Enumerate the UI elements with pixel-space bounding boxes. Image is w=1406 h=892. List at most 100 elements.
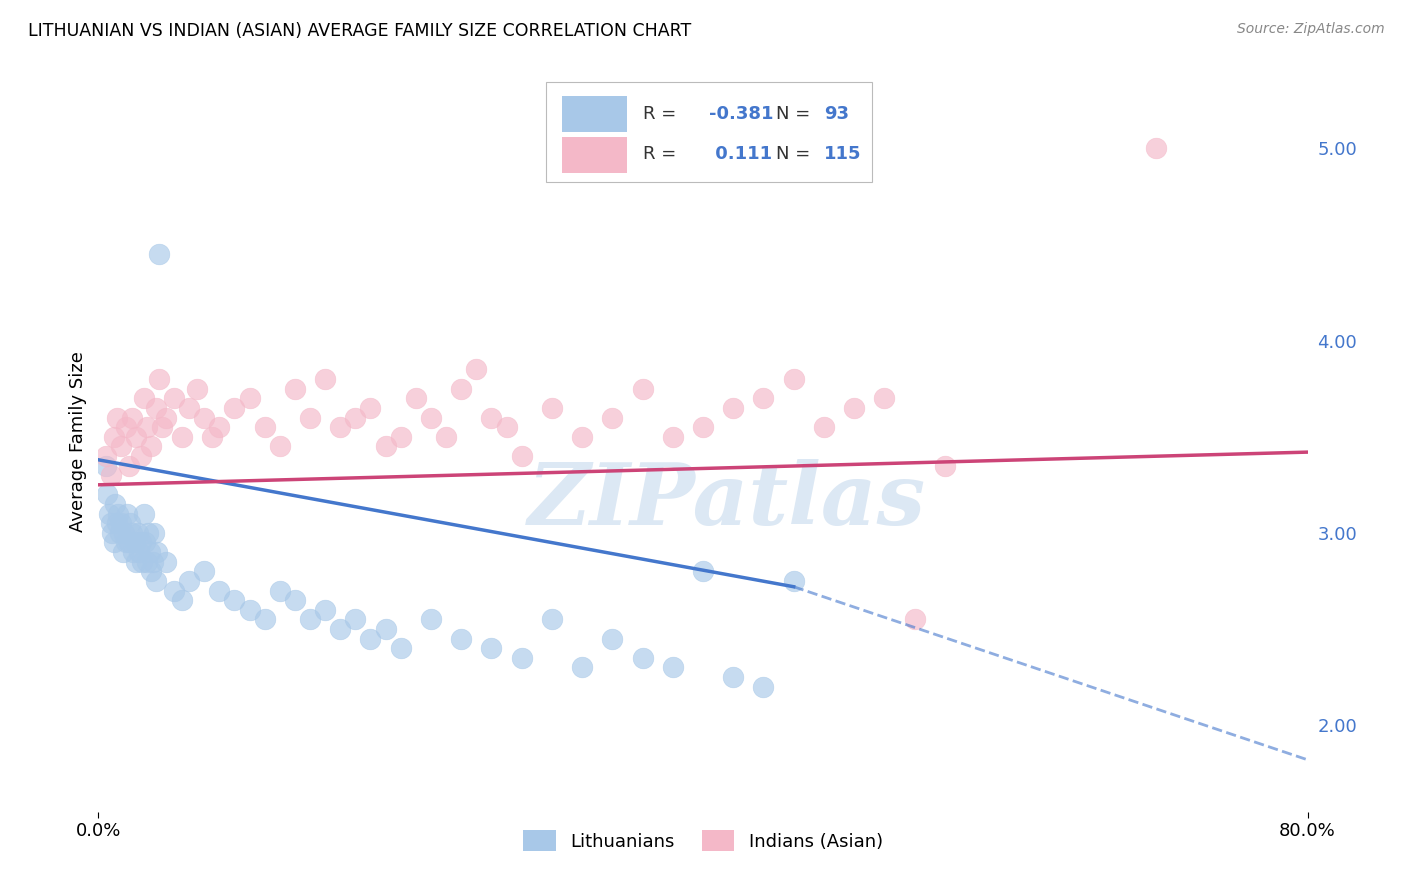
Text: LITHUANIAN VS INDIAN (ASIAN) AVERAGE FAMILY SIZE CORRELATION CHART: LITHUANIAN VS INDIAN (ASIAN) AVERAGE FAM… — [28, 22, 692, 40]
Point — [661, 430, 683, 444]
Point — [139, 545, 162, 559]
Point — [253, 612, 276, 626]
Point — [510, 651, 533, 665]
Point — [904, 612, 927, 626]
Point — [314, 372, 336, 386]
Point — [1146, 141, 1168, 155]
Point — [571, 660, 593, 674]
Point — [344, 410, 367, 425]
Text: N =: N = — [776, 145, 815, 163]
Point — [129, 535, 152, 549]
Point — [450, 382, 472, 396]
Text: 93: 93 — [824, 104, 849, 122]
Point — [329, 622, 352, 636]
Point — [124, 535, 146, 549]
Point — [100, 468, 122, 483]
Point — [105, 410, 128, 425]
Point — [127, 525, 149, 540]
Point — [420, 410, 443, 425]
FancyBboxPatch shape — [561, 95, 627, 132]
Point — [148, 372, 170, 386]
Point — [120, 516, 142, 531]
Point — [540, 612, 562, 626]
Point — [405, 391, 427, 405]
Legend: Lithuanians, Indians (Asian): Lithuanians, Indians (Asian) — [516, 823, 890, 858]
Point — [131, 555, 153, 569]
Y-axis label: Average Family Size: Average Family Size — [69, 351, 87, 532]
Text: 115: 115 — [824, 145, 862, 163]
FancyBboxPatch shape — [546, 82, 872, 183]
Point — [692, 565, 714, 579]
Point — [193, 565, 215, 579]
Point — [510, 449, 533, 463]
Point — [329, 420, 352, 434]
Point — [122, 545, 145, 559]
Point — [150, 420, 173, 434]
Point — [224, 401, 246, 415]
Point — [299, 410, 322, 425]
Point — [692, 420, 714, 434]
Point — [208, 583, 231, 598]
Point — [170, 430, 193, 444]
Point — [142, 555, 165, 569]
Point — [389, 430, 412, 444]
Point — [571, 430, 593, 444]
Point — [813, 420, 835, 434]
Point — [141, 439, 163, 453]
Point — [108, 525, 131, 540]
Point — [495, 420, 517, 434]
Text: 0.111: 0.111 — [709, 145, 772, 163]
Text: R =: R = — [643, 145, 682, 163]
FancyBboxPatch shape — [561, 136, 627, 173]
Point — [110, 516, 132, 531]
Text: Source: ZipAtlas.com: Source: ZipAtlas.com — [1237, 22, 1385, 37]
Point — [374, 439, 396, 453]
Point — [155, 555, 177, 569]
Point — [143, 525, 166, 540]
Point — [201, 430, 224, 444]
Point — [132, 391, 155, 405]
Point — [121, 410, 143, 425]
Point — [114, 420, 136, 434]
Point — [873, 391, 896, 405]
Point — [269, 439, 291, 453]
Point — [163, 391, 186, 405]
Point — [269, 583, 291, 598]
Point — [121, 525, 143, 540]
Point — [146, 545, 169, 559]
Point — [135, 420, 157, 434]
Point — [239, 391, 262, 405]
Point — [360, 632, 382, 646]
Point — [105, 516, 128, 531]
Point — [752, 391, 775, 405]
Point — [103, 535, 125, 549]
Point — [163, 583, 186, 598]
Point — [193, 410, 215, 425]
Text: R =: R = — [643, 104, 682, 122]
Point — [110, 439, 132, 453]
Point — [96, 487, 118, 501]
Point — [602, 632, 624, 646]
Point — [148, 247, 170, 261]
Point — [115, 507, 138, 521]
Point — [723, 670, 745, 684]
Point — [344, 612, 367, 626]
Point — [107, 507, 129, 521]
Point — [420, 612, 443, 626]
Point — [100, 516, 122, 531]
Point — [94, 449, 117, 463]
Point — [389, 641, 412, 656]
Point — [723, 401, 745, 415]
Point — [135, 555, 157, 569]
Point — [374, 622, 396, 636]
Point — [360, 401, 382, 415]
Point — [125, 430, 148, 444]
Point — [631, 382, 654, 396]
Point — [129, 449, 152, 463]
Point — [170, 593, 193, 607]
Point — [179, 574, 201, 588]
Text: -0.381: -0.381 — [709, 104, 773, 122]
Point — [145, 574, 167, 588]
Point — [111, 545, 134, 559]
Point — [481, 641, 503, 656]
